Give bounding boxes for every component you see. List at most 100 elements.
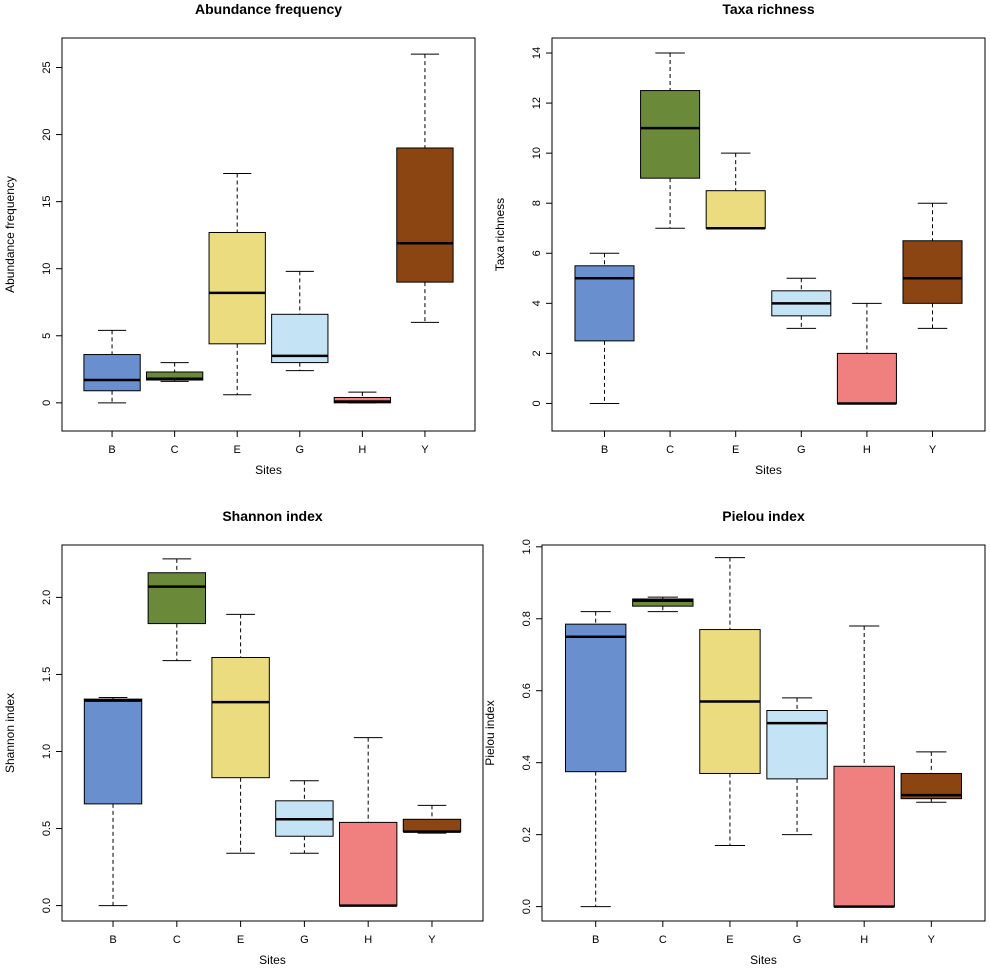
box-E bbox=[699, 557, 761, 846]
x-tick-label: H bbox=[863, 444, 871, 456]
box-Y bbox=[902, 202, 963, 329]
box-Y bbox=[396, 53, 454, 323]
x-tick-label: B bbox=[109, 934, 116, 946]
x-axis-label: Sites bbox=[750, 953, 777, 967]
box-H bbox=[833, 625, 895, 908]
iqr-box bbox=[640, 90, 701, 179]
y-tick-label: 1.5 bbox=[41, 667, 53, 682]
iqr-box bbox=[145, 371, 204, 381]
y-tick-label: 8 bbox=[531, 200, 543, 206]
x-axis-label: Sites bbox=[755, 463, 782, 477]
box-E bbox=[705, 152, 766, 230]
x-axis-label: Sites bbox=[259, 953, 286, 967]
y-tick-label: 6 bbox=[531, 250, 543, 256]
iqr-box bbox=[833, 765, 895, 908]
y-tick-label: 25 bbox=[41, 61, 53, 73]
x-tick-label: E bbox=[732, 444, 739, 456]
y-tick-label: 0.0 bbox=[41, 898, 53, 913]
chart-title: Abundance frequency bbox=[195, 1, 342, 17]
iqr-box bbox=[211, 656, 270, 779]
x-tick-label: C bbox=[171, 444, 179, 456]
box-H bbox=[338, 737, 398, 907]
x-tick-label: H bbox=[860, 934, 868, 946]
plot-frame bbox=[551, 37, 986, 432]
box-G bbox=[766, 697, 828, 836]
y-tick-label: 10 bbox=[41, 263, 53, 275]
iqr-box bbox=[766, 710, 828, 780]
panel-2: Shannon index Sites Shannon index 0.0 0.5 1.0… bbox=[3, 508, 484, 967]
y-tick-label: 0.4 bbox=[521, 755, 533, 770]
chart-title: Taxa richness bbox=[722, 1, 815, 17]
x-tick-label: B bbox=[592, 934, 599, 946]
y-tick-label: 12 bbox=[531, 97, 543, 109]
plot-frame bbox=[61, 544, 484, 922]
panel-0: Abundance frequency Sites Abundance freque… bbox=[3, 1, 476, 477]
box-Y bbox=[900, 751, 963, 803]
y-tick-label: 0.2 bbox=[521, 827, 533, 842]
iqr-box bbox=[564, 623, 627, 773]
x-tick-label: C bbox=[173, 934, 181, 946]
x-tick-label: E bbox=[237, 934, 244, 946]
y-tick-label: 1.0 bbox=[41, 744, 53, 759]
y-tick-label: 1.0 bbox=[521, 539, 533, 554]
x-axis-label: Sites bbox=[255, 463, 282, 477]
y-tick-label: 20 bbox=[41, 128, 53, 140]
box-G bbox=[271, 270, 329, 372]
x-tick-label: Y bbox=[428, 934, 436, 946]
box-C bbox=[147, 558, 207, 662]
y-tick-label: 0.0 bbox=[521, 899, 533, 914]
box-H bbox=[836, 302, 897, 405]
iqr-box bbox=[208, 231, 266, 345]
x-tick-label: B bbox=[601, 444, 608, 456]
y-tick-label: 0.5 bbox=[41, 821, 53, 836]
iqr-box bbox=[83, 354, 141, 392]
y-tick-label: 4 bbox=[531, 300, 543, 306]
box-E bbox=[211, 613, 270, 854]
box-C bbox=[632, 596, 694, 613]
box-B bbox=[83, 329, 141, 404]
box-Y bbox=[402, 804, 462, 834]
plot-frame bbox=[61, 37, 476, 432]
iqr-box bbox=[574, 265, 635, 342]
y-axis-label: Pielou index bbox=[483, 700, 497, 765]
iqr-box bbox=[338, 821, 398, 907]
x-tick-label: H bbox=[364, 934, 372, 946]
y-tick-label: 0 bbox=[41, 400, 53, 406]
box-C bbox=[145, 362, 204, 382]
x-tick-label: E bbox=[726, 934, 733, 946]
y-tick-label: 5 bbox=[41, 333, 53, 339]
panel-3: Pielou index Sites Pielou index 0.0 0.2 0.4 0.… bbox=[483, 508, 986, 967]
x-tick-label: E bbox=[234, 444, 241, 456]
chart-title: Pielou index bbox=[722, 508, 805, 524]
x-tick-label: G bbox=[300, 934, 309, 946]
y-tick-label: 2 bbox=[531, 350, 543, 356]
y-tick-label: 15 bbox=[41, 196, 53, 208]
x-tick-label: G bbox=[797, 444, 806, 456]
iqr-box bbox=[333, 396, 392, 404]
y-tick-label: 14 bbox=[531, 47, 543, 59]
x-tick-label: C bbox=[659, 934, 667, 946]
y-axis-label: Taxa richness bbox=[493, 198, 507, 271]
box-B bbox=[574, 252, 635, 404]
y-tick-label: 2.0 bbox=[41, 590, 53, 605]
box-C bbox=[640, 52, 701, 229]
box-G bbox=[275, 780, 334, 854]
y-tick-label: 10 bbox=[531, 147, 543, 159]
iqr-box bbox=[271, 313, 329, 364]
x-tick-label: B bbox=[108, 444, 115, 456]
y-tick-label: 0 bbox=[531, 400, 543, 406]
x-tick-label: Y bbox=[929, 444, 937, 456]
y-axis-label: Abundance frequency bbox=[3, 176, 17, 293]
y-tick-label: 0.6 bbox=[521, 683, 533, 698]
iqr-box bbox=[402, 818, 462, 833]
iqr-box bbox=[632, 598, 694, 607]
chart-title: Shannon index bbox=[222, 508, 323, 524]
box-H bbox=[333, 391, 392, 404]
x-tick-label: G bbox=[296, 444, 305, 456]
box-G bbox=[771, 277, 832, 329]
y-tick-label: 0.8 bbox=[521, 611, 533, 626]
x-tick-label: H bbox=[358, 444, 366, 456]
iqr-box bbox=[705, 190, 766, 229]
plot-frame bbox=[541, 544, 986, 922]
